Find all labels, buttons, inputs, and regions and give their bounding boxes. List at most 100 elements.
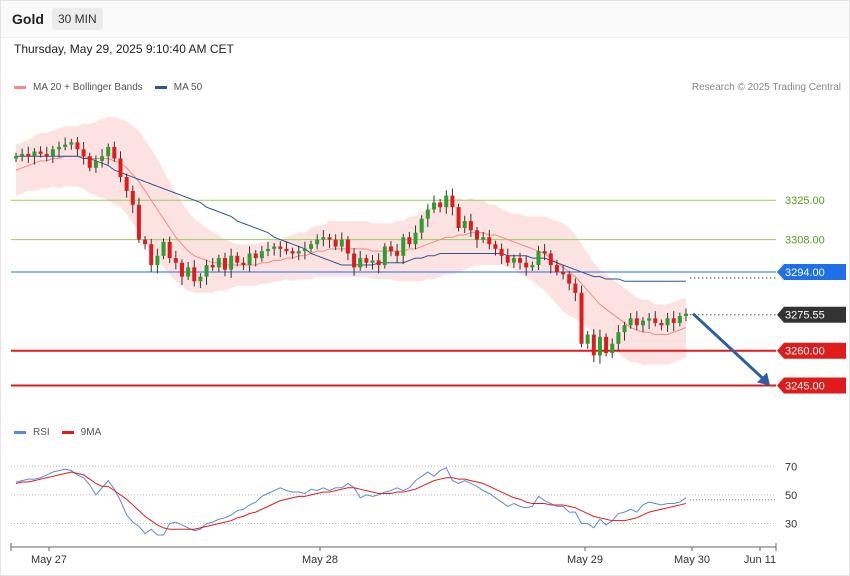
level-label-3260.00: 3260.00 xyxy=(785,346,825,358)
legend-label-ma50: MA 50 xyxy=(173,82,203,93)
candle-body xyxy=(358,258,363,268)
candle-body xyxy=(468,221,473,231)
candle-body xyxy=(14,156,18,159)
candle-body xyxy=(450,195,455,208)
candle-body xyxy=(579,292,584,344)
level-label-3325.00: 3325.00 xyxy=(785,195,825,207)
copyright-text: Research © 2025 Trading Central xyxy=(691,82,841,93)
candle-body xyxy=(345,239,350,254)
candle-body xyxy=(118,158,123,178)
candle-body xyxy=(647,318,652,321)
legend-swatch-9ma xyxy=(61,431,74,434)
candle-body xyxy=(222,258,227,270)
timeframe-badge[interactable]: 30 MIN xyxy=(52,8,103,30)
candle-body xyxy=(259,251,264,259)
candle-body xyxy=(499,248,504,256)
candle-body xyxy=(278,246,283,249)
candle-body xyxy=(284,248,289,252)
candle-body xyxy=(413,232,418,245)
candle-body xyxy=(376,260,381,266)
time-label-may-27: May 27 xyxy=(31,554,67,566)
level-label-3275.55: 3275.55 xyxy=(785,310,825,322)
candle-body xyxy=(186,267,191,277)
bollinger-band xyxy=(16,116,686,365)
candle-body xyxy=(419,218,424,233)
legend-label-rsi: RSI xyxy=(33,427,50,438)
candle-body xyxy=(302,248,307,252)
time-label-jun-11: Jun 11 xyxy=(744,554,776,566)
candle-body xyxy=(493,244,498,249)
candle-body xyxy=(266,248,271,252)
candle-body xyxy=(155,255,160,266)
level-tag-3245.00 xyxy=(777,377,846,394)
candle-body xyxy=(554,265,559,272)
candle-body xyxy=(179,262,184,277)
candle-body xyxy=(57,146,62,150)
candle-body xyxy=(524,262,529,268)
time-label-may-29: May 29 xyxy=(567,554,603,566)
candle-body xyxy=(382,246,387,266)
candle-body xyxy=(481,237,486,240)
legend-label-9ma: 9MA xyxy=(80,427,102,438)
candle-body xyxy=(487,237,492,245)
candle-body xyxy=(395,251,400,256)
rsi-tick-30: 30 xyxy=(785,519,797,531)
main-legend: MA 20 + Bollinger Bands MA 50 xyxy=(14,82,202,93)
candle-body xyxy=(315,239,320,245)
candle-body xyxy=(327,237,332,240)
ma50-line xyxy=(16,155,686,282)
candle-body xyxy=(561,272,566,275)
candle-body xyxy=(38,151,43,154)
forecast-arrow-head xyxy=(757,372,770,386)
ma20-line xyxy=(15,155,687,336)
rsi-legend: RSI 9MA xyxy=(14,427,101,438)
candle-body xyxy=(290,251,295,254)
candle-body xyxy=(44,153,49,157)
candle-body xyxy=(659,322,664,326)
candle-body xyxy=(475,230,480,240)
legend-swatch-ma50 xyxy=(154,86,167,89)
time-label-may-28: May 28 xyxy=(302,554,338,566)
candle-body xyxy=(640,320,645,326)
candle-body xyxy=(616,332,621,344)
rsi-tick-50: 50 xyxy=(785,490,797,502)
candle-body xyxy=(333,239,338,247)
candle-body xyxy=(296,251,301,254)
level-tag-3260.00 xyxy=(777,342,846,359)
candle-body xyxy=(50,149,55,157)
candle-body xyxy=(511,258,516,263)
candle-body xyxy=(309,244,314,249)
candle-body xyxy=(352,253,357,268)
candle-body xyxy=(591,334,596,356)
level-label-3294.00: 3294.00 xyxy=(785,267,825,279)
candle-body xyxy=(167,241,172,259)
candle-body xyxy=(241,262,246,266)
candle-body xyxy=(136,204,141,240)
candle-body xyxy=(75,142,80,150)
candle-body xyxy=(229,255,234,270)
candle-body xyxy=(536,251,541,266)
candle-body xyxy=(26,153,31,157)
candle-body xyxy=(542,251,547,254)
candle-body xyxy=(100,156,105,161)
level-tag-3294.00 xyxy=(777,264,846,280)
candle-body xyxy=(235,255,240,263)
candle-body xyxy=(665,318,670,326)
candle-body xyxy=(198,276,203,282)
rsi-line xyxy=(15,467,687,536)
candle-body xyxy=(622,325,627,333)
candle-body xyxy=(431,202,436,210)
candle-body xyxy=(87,156,92,168)
candle-body xyxy=(63,144,68,147)
candle-body xyxy=(93,160,98,168)
candle-body xyxy=(20,153,25,157)
forecast-arrow-shaft xyxy=(691,312,766,381)
header-bar: Gold 30 MIN xyxy=(1,1,849,38)
level-label-3245.00: 3245.00 xyxy=(785,380,825,392)
candle-body xyxy=(124,177,129,191)
candle-body xyxy=(530,265,535,268)
timestamp: Thursday, May 29, 2025 9:10:40 AM CET xyxy=(14,42,234,56)
candle-body xyxy=(548,253,553,266)
time-label-may-30: May 30 xyxy=(674,554,710,566)
